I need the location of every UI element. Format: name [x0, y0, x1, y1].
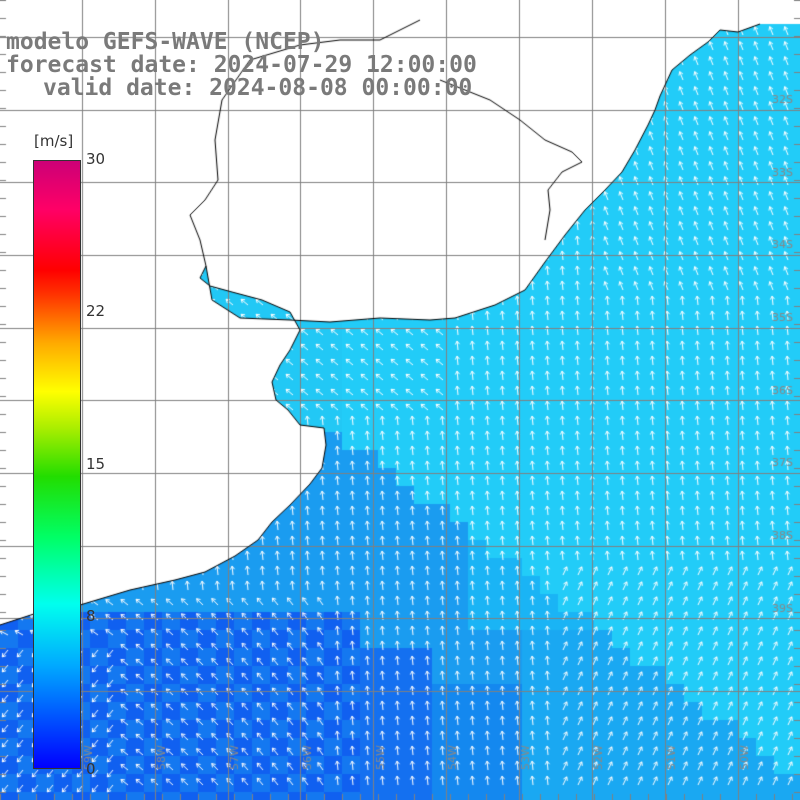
colorbar-tick-30: 30: [86, 150, 106, 168]
colorbar-gradient: [33, 160, 81, 769]
colorbar-tick-22: 22: [86, 302, 106, 320]
colorbar-tick-8: 8: [86, 607, 96, 625]
colorbar-tick-15: 15: [86, 455, 106, 473]
title-valid-date: valid date: 2024-08-08 00:00:00: [43, 75, 473, 101]
title-forecast-date: forecast date: 2024-07-29 12:00:00: [6, 52, 477, 78]
colorbar-unit: [m/s]: [34, 132, 74, 150]
colorbar-tick-0: 0: [86, 760, 96, 778]
title-model: modelo GEFS-WAVE (NCEP): [6, 29, 325, 55]
